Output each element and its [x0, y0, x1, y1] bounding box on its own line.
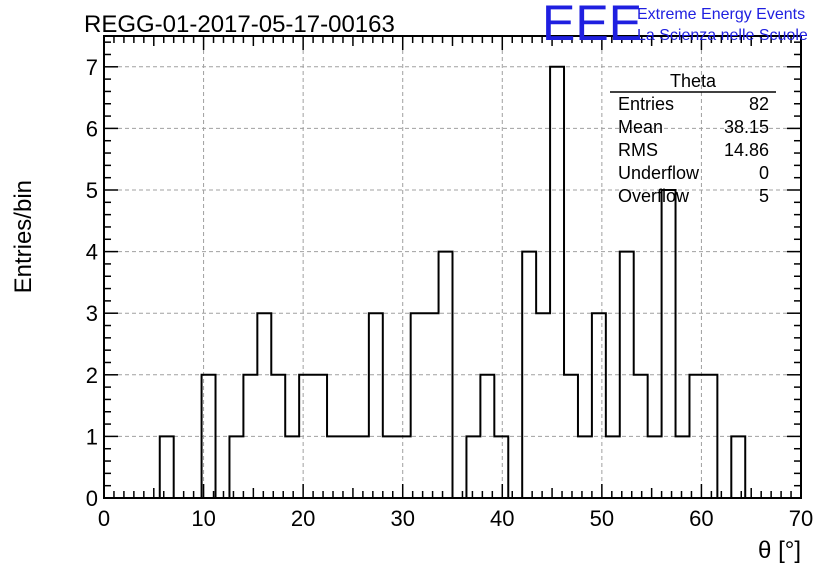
x-tick-label: 10 — [191, 506, 215, 531]
stats-row-value: 0 — [759, 163, 769, 183]
y-tick-label: 5 — [86, 178, 98, 203]
stats-box: Theta Entries 82 Mean 38.15 RMS 14.86 Underflo… — [610, 71, 776, 206]
x-tick-label: 0 — [98, 506, 110, 531]
stats-row-label: RMS — [618, 140, 658, 160]
x-tick-label: 40 — [490, 506, 514, 531]
stats-row-value: 5 — [759, 186, 769, 206]
x-tick-label: 30 — [390, 506, 414, 531]
logo-letters: EEE — [542, 0, 642, 51]
y-axis-ticks — [104, 41, 801, 499]
y-tick-label: 6 — [86, 116, 98, 141]
stats-title: Theta — [670, 71, 717, 91]
stats-row-label: Underflow — [618, 163, 700, 183]
x-tick-label: 20 — [291, 506, 315, 531]
x-tick-label: 60 — [689, 506, 713, 531]
y-tick-label: 1 — [86, 424, 98, 449]
y-tick-label: 2 — [86, 363, 98, 388]
eee-logo: EEE Extreme Energy Events La Scienza nel… — [542, 0, 808, 51]
y-tick-label: 4 — [86, 240, 98, 265]
y-tick-label: 7 — [86, 55, 98, 80]
x-axis-ticks — [103, 36, 802, 498]
grid-lines — [104, 36, 801, 498]
y-tick-label: 3 — [86, 301, 98, 326]
y-tick-label: 0 — [86, 486, 98, 511]
logo-line-2: La Scienza nelle Scuole — [637, 27, 808, 44]
stats-row-label: Mean — [618, 117, 663, 137]
histogram-outline — [104, 65, 801, 499]
stats-row-label: Overflow — [618, 186, 690, 206]
stats-row-value: 14.86 — [724, 140, 769, 160]
stats-row-label: Entries — [618, 94, 674, 114]
chart-title: REGG-01-2017-05-17-00163 — [84, 11, 395, 38]
stats-row-value: 38.15 — [724, 117, 769, 137]
stats-row-value: 82 — [749, 94, 769, 114]
x-tick-label: 50 — [590, 506, 614, 531]
y-axis-label: Entries/bin — [10, 180, 37, 293]
x-axis-label: θ [°] — [758, 537, 801, 564]
y-axis-tick-labels: 0 1 2 3 4 5 6 7 — [86, 55, 98, 511]
x-axis-tick-labels: 0 10 20 30 40 50 60 70 — [98, 506, 813, 531]
logo-line-1: Extreme Energy Events — [637, 6, 805, 23]
x-tick-label: 70 — [789, 506, 813, 531]
stats-rows: Entries 82 Mean 38.15 RMS 14.86 Underflow 0 Over… — [618, 94, 769, 206]
